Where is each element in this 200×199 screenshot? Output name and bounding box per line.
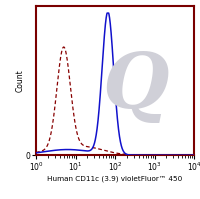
Text: Q: Q: [102, 50, 169, 124]
X-axis label: Human CD11c (3.9) violetFluor™ 450: Human CD11c (3.9) violetFluor™ 450: [47, 176, 183, 182]
Y-axis label: Count: Count: [15, 69, 24, 92]
